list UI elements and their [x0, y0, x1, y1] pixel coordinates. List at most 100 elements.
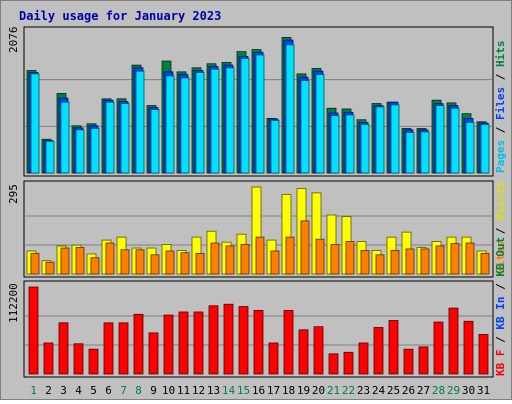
x-tick-label-day-26: 26 — [402, 384, 415, 397]
bar-pages-day-30 — [465, 122, 475, 174]
bar-pages-day-25 — [390, 104, 400, 174]
bar-pages-day-14 — [225, 67, 235, 174]
bar-sites-day-29 — [450, 243, 460, 275]
bar-sites-day-18 — [285, 236, 295, 275]
bar-kb-f-day-21 — [328, 353, 339, 375]
bar-pages-day-22 — [345, 114, 355, 174]
x-tick-label-day-15: 15 — [237, 384, 250, 397]
bar-kb-f-day-7 — [118, 322, 129, 375]
x-tick-label-day-5: 5 — [90, 384, 97, 397]
x-tick-label-day-8: 8 — [135, 384, 142, 397]
bar-kb-f-day-23 — [358, 342, 369, 375]
x-tick-label-day-27: 27 — [417, 384, 430, 397]
bar-pages-day-18 — [285, 44, 295, 174]
legend-sites: Sites — [494, 241, 507, 274]
bar-pages-day-19 — [300, 80, 310, 174]
bar-kb-f-day-11 — [178, 311, 189, 375]
bar-pages-day-24 — [375, 106, 385, 174]
bar-kb-f-day-24 — [373, 327, 384, 375]
bar-sites-day-11 — [180, 252, 190, 275]
x-axis-labels: 1 2 3 4 5 6 7 8 9 10 11 12 13 14 15 16 17 18 19 20 21 22 23 24 2… — [30, 384, 490, 397]
bar-sites-day-19 — [300, 220, 310, 275]
bar-kb-f-day-27 — [418, 346, 429, 375]
bar-sites-day-9 — [150, 254, 160, 275]
bar-sites-day-16 — [255, 236, 265, 275]
x-tick-label-day-11: 11 — [177, 384, 190, 397]
bar-sites-day-7 — [120, 249, 130, 275]
bar-sites-day-12 — [195, 252, 205, 275]
bar-pages-day-16 — [255, 54, 265, 174]
bar-kb-f-day-30 — [463, 320, 474, 375]
bar-pages-day-15 — [240, 57, 250, 174]
x-tick-label-day-14: 14 — [222, 384, 236, 397]
bar-sites-day-15 — [240, 244, 250, 275]
legend-separator: / — [494, 277, 507, 297]
x-tick-label-day-24: 24 — [372, 384, 386, 397]
hits-right-labels: Pages / Files / Hits — [494, 41, 507, 174]
bar-kb-f-day-15 — [238, 306, 249, 375]
legend-pages: Pages — [494, 140, 507, 173]
bar-sites-day-23 — [360, 250, 370, 275]
bar-kb-f-day-2 — [43, 342, 54, 375]
bar-pages-day-28 — [435, 105, 445, 174]
bar-kb-f-day-10 — [163, 314, 174, 375]
bar-pages-day-31 — [480, 124, 490, 174]
legend-separator: / — [494, 221, 507, 241]
bar-kb-f-day-22 — [343, 351, 354, 375]
right-axis-legend: Pages / Files / Hits — [494, 41, 507, 174]
bar-sites-day-8 — [135, 249, 145, 275]
bar-kb-f-day-17 — [268, 342, 279, 375]
bar-kb-f-day-12 — [193, 311, 204, 375]
bar-pages-day-8 — [135, 70, 145, 174]
x-tick-label-day-22: 22 — [342, 384, 355, 397]
legend-visits: Visits — [494, 181, 507, 221]
legend-separator: / — [494, 67, 507, 87]
bar-sites-day-10 — [165, 250, 175, 275]
bar-sites-day-3 — [60, 247, 70, 275]
bar-kb-f-day-25 — [388, 320, 399, 375]
legend-kb-out: KB Out — [494, 237, 507, 277]
x-tick-label-day-6: 6 — [105, 384, 112, 397]
bar-kb-f-day-5 — [88, 348, 99, 375]
bar-sites-day-31 — [480, 252, 490, 275]
x-tick-label-day-12: 12 — [192, 384, 205, 397]
bar-sites-day-4 — [75, 247, 85, 275]
bar-pages-day-3 — [60, 101, 70, 174]
x-tick-label-day-9: 9 — [150, 384, 157, 397]
bar-pages-day-12 — [195, 72, 205, 174]
bar-pages-day-2 — [45, 140, 55, 174]
bar-pages-day-5 — [90, 128, 100, 174]
visits-right-labels: Sites / Visits — [494, 181, 507, 274]
x-tick-label-day-13: 13 — [207, 384, 220, 397]
legend-separator: / — [494, 330, 507, 350]
bar-sites-day-2 — [45, 261, 55, 275]
bar-sites-day-22 — [345, 241, 355, 275]
x-tick-label-day-30: 30 — [462, 384, 475, 397]
x-tick-label-day-16: 16 — [252, 384, 265, 397]
legend-files: Files — [494, 87, 507, 120]
bar-pages-day-26 — [405, 132, 415, 174]
bar-sites-day-25 — [390, 250, 400, 275]
bar-kb-f-day-13 — [208, 305, 219, 375]
bar-pages-day-11 — [180, 77, 190, 174]
bar-kb-f-day-16 — [253, 310, 264, 375]
bar-pages-day-1 — [30, 73, 40, 174]
visits-panel: 295 Sites / Visits — [7, 180, 507, 278]
bar-sites-day-17 — [270, 250, 280, 275]
bar-pages-day-9 — [150, 109, 160, 174]
hits-panel: 2076 Pages / Files / Hits — [7, 26, 507, 177]
bar-pages-day-10 — [165, 75, 175, 174]
bar-sites-day-27 — [420, 248, 430, 275]
x-tick-label-day-18: 18 — [282, 384, 295, 397]
x-tick-label-day-29: 29 — [447, 384, 460, 397]
bar-sites-day-1 — [30, 252, 40, 275]
x-tick-label-day-23: 23 — [357, 384, 370, 397]
bar-kb-f-day-20 — [313, 326, 324, 375]
bar-kb-f-day-3 — [58, 322, 69, 375]
bar-pages-day-4 — [75, 129, 85, 174]
bar-kb-f-day-6 — [103, 322, 114, 375]
bar-kb-f-day-26 — [403, 348, 414, 375]
bar-kb-f-day-9 — [148, 332, 159, 375]
kbytes-ytick-label: 112200 — [7, 283, 20, 323]
